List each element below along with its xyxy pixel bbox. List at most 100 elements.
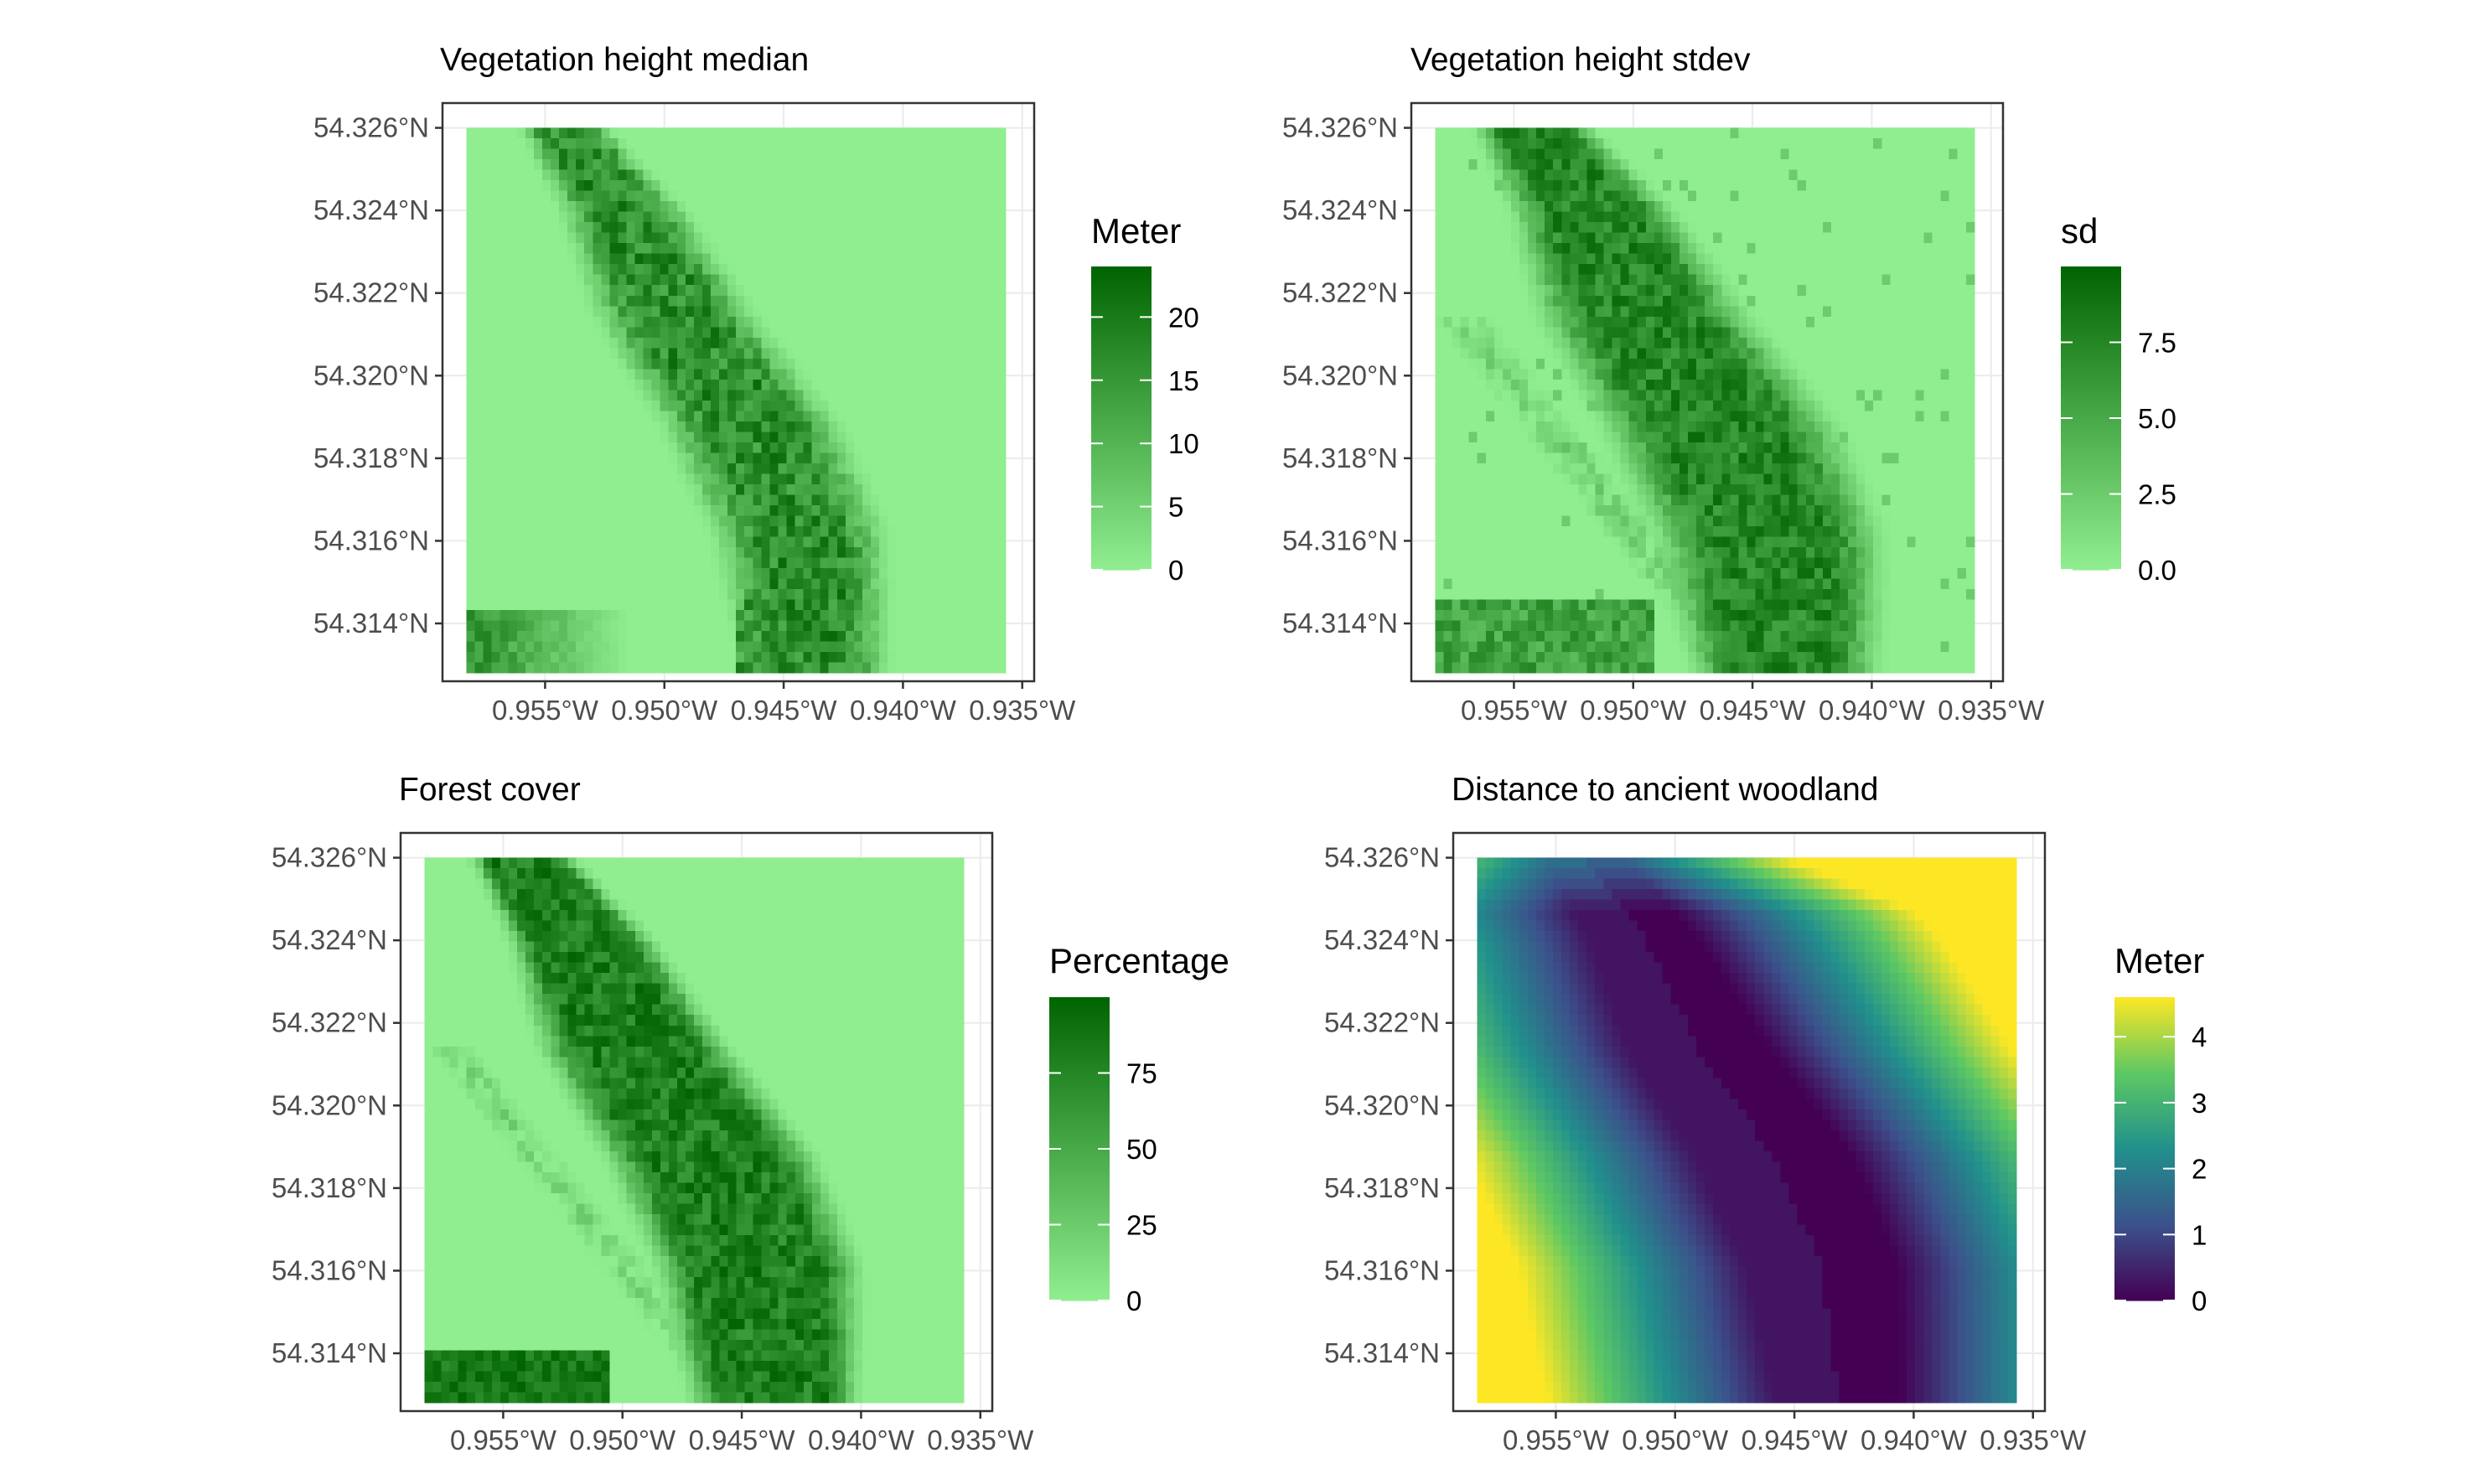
raster-cell — [1485, 180, 1495, 192]
raster-cell — [676, 348, 686, 359]
raster-cell — [559, 504, 568, 517]
raster-cell — [693, 348, 703, 359]
raster-cell — [896, 253, 905, 265]
raster-cell — [668, 243, 678, 255]
raster-cell — [1780, 180, 1790, 192]
raster-cell — [491, 400, 501, 411]
raster-cell — [719, 285, 728, 297]
raster-cell — [820, 127, 830, 139]
raster-cell — [946, 264, 956, 276]
raster-cell — [1545, 264, 1554, 276]
raster-cell — [980, 379, 990, 390]
raster-cell — [845, 201, 855, 213]
raster-cell — [1865, 285, 1874, 297]
raster-cell — [1763, 211, 1773, 223]
raster-cell — [541, 285, 551, 297]
raster-cell — [668, 515, 678, 527]
raster-cell — [1932, 138, 1942, 150]
raster-cell — [1680, 295, 1689, 307]
raster-cell — [499, 662, 510, 674]
raster-cell — [1923, 190, 1933, 202]
raster-cell — [491, 306, 501, 318]
raster-cell — [1688, 274, 1697, 286]
raster-cell — [593, 127, 602, 139]
raster-cell — [626, 411, 636, 422]
raster-cell — [794, 379, 805, 390]
raster-cell — [888, 442, 897, 454]
raster-cell — [593, 641, 602, 653]
raster-cell — [711, 358, 720, 370]
raster-cell — [693, 169, 703, 181]
raster-cell — [1645, 306, 1655, 318]
raster-cell — [1780, 127, 1790, 139]
raster-cell — [845, 452, 855, 464]
raster-cell — [980, 306, 990, 318]
raster-cell — [676, 547, 686, 559]
raster-cell — [736, 201, 745, 213]
raster-cell — [971, 411, 981, 422]
raster-cell — [491, 515, 501, 527]
raster-cell — [1890, 232, 1899, 244]
raster-cell — [1705, 232, 1714, 244]
raster-cell — [643, 358, 653, 370]
raster-cell — [946, 337, 956, 349]
raster-cell — [609, 536, 619, 548]
raster-cell — [853, 515, 863, 527]
raster-cell — [888, 525, 897, 538]
raster-cell — [1738, 348, 1748, 359]
raster-cell — [676, 222, 686, 234]
raster-cell — [879, 662, 888, 674]
raster-cell — [676, 169, 686, 181]
raster-cell — [929, 536, 939, 548]
raster-cell — [1452, 295, 1462, 307]
raster-cell — [1688, 201, 1697, 213]
x-tick-label: 0.935°W — [969, 695, 1076, 726]
raster-cell — [862, 337, 872, 349]
raster-cell — [1738, 222, 1748, 234]
raster-cell — [668, 504, 678, 517]
raster-cell — [1907, 232, 1917, 244]
raster-cell — [668, 327, 678, 339]
raster-cell — [1932, 180, 1942, 192]
raster-cell — [576, 442, 585, 454]
raster-cell — [634, 421, 644, 432]
raster-cell — [601, 358, 610, 370]
raster-cell — [525, 337, 535, 349]
raster-cell — [1949, 285, 1959, 297]
raster-cell — [1907, 159, 1917, 171]
raster-cell — [938, 316, 948, 328]
raster-cell — [601, 631, 610, 643]
raster-cell — [474, 358, 484, 370]
raster-cell — [1713, 169, 1722, 181]
raster-cell — [685, 525, 695, 538]
raster-cell — [660, 504, 670, 517]
raster-cell — [761, 525, 770, 538]
raster-cell — [836, 463, 846, 475]
raster-cell — [1654, 274, 1664, 286]
raster-cell — [836, 222, 846, 234]
raster-cell — [1814, 190, 1824, 202]
raster-cell — [533, 264, 543, 276]
raster-cell — [1586, 316, 1597, 328]
raster-cell — [516, 525, 526, 538]
raster-cell — [1662, 180, 1672, 192]
raster-cell — [651, 411, 661, 422]
raster-cell — [946, 295, 956, 307]
raster-cell — [525, 652, 535, 664]
raster-cell — [727, 169, 737, 181]
raster-cell — [618, 557, 628, 569]
raster-cell — [929, 190, 939, 202]
raster-cell — [634, 620, 644, 632]
raster-cell — [609, 285, 619, 297]
raster-cell — [879, 421, 888, 432]
raster-cell — [651, 578, 661, 590]
raster-cell — [845, 379, 855, 390]
raster-cell — [811, 337, 821, 349]
raster-cell — [541, 138, 551, 150]
raster-cell — [929, 483, 939, 496]
raster-cell — [828, 421, 838, 432]
raster-cell — [491, 589, 501, 601]
raster-cell — [938, 400, 948, 411]
raster-cell — [1747, 169, 1757, 181]
raster-cell — [660, 547, 670, 559]
